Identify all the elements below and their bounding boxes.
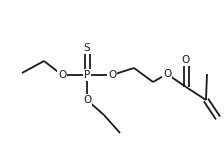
Text: O: O	[108, 70, 116, 80]
Text: O: O	[163, 69, 171, 79]
Text: O: O	[58, 70, 66, 80]
Text: P: P	[84, 70, 90, 80]
Text: S: S	[84, 43, 90, 53]
Text: O: O	[83, 95, 91, 105]
Text: O: O	[182, 55, 190, 65]
